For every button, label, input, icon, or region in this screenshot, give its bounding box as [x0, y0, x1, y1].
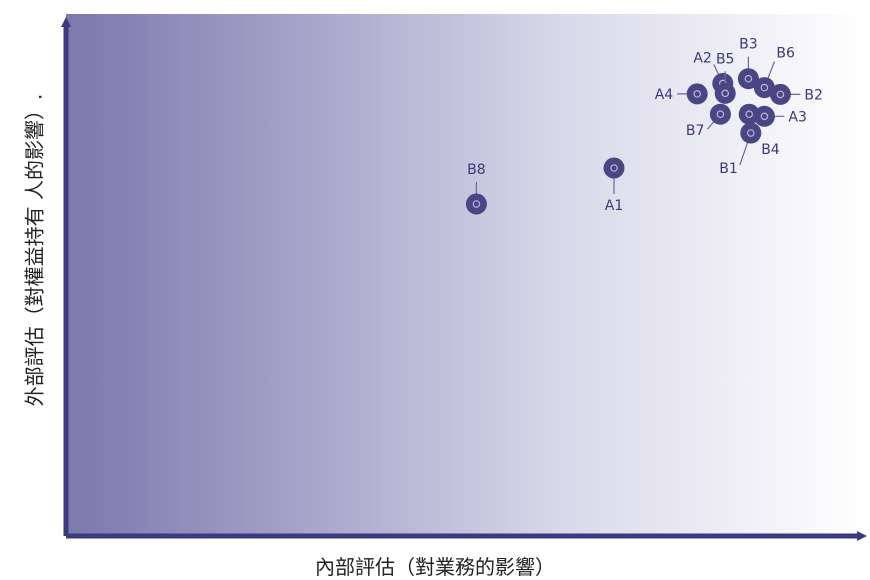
- point-marker: [686, 83, 708, 105]
- point-marker: [709, 103, 731, 125]
- point-marker: [714, 82, 736, 104]
- point-center-ring: [760, 112, 769, 121]
- data-point-b5: B5: [714, 51, 736, 104]
- point-label: B5: [716, 51, 735, 67]
- point-label: A4: [655, 87, 674, 103]
- point-marker: [740, 122, 762, 144]
- point-label: B1: [719, 161, 738, 177]
- point-marker: [465, 193, 487, 215]
- x-axis-title: 內部評估（對業務的影響）: [315, 555, 555, 579]
- data-point-a1: A1: [603, 157, 625, 214]
- point-center-ring: [610, 164, 618, 172]
- point-marker: [769, 83, 791, 105]
- point-marker: [737, 68, 759, 90]
- y-axis-title: 外部評估（對權益持有 人的影響）.: [22, 93, 47, 407]
- point-center-ring: [776, 90, 785, 99]
- points-layer: A1 B8 A4 A2 B5 B7 B3 B6 B2 A3 B4 B1: [465, 37, 823, 215]
- point-center-ring: [760, 83, 769, 92]
- point-center-ring: [721, 89, 730, 98]
- data-point-b8: B8: [465, 162, 487, 215]
- point-center-ring: [745, 110, 754, 119]
- point-marker: [738, 103, 760, 125]
- point-label: B3: [739, 37, 758, 53]
- point-center-ring: [746, 129, 755, 137]
- data-point-b6: B6: [753, 46, 795, 99]
- point-marker: [603, 157, 625, 179]
- point-label: A2: [693, 50, 711, 66]
- point-label: B8: [467, 162, 486, 178]
- point-label: A3: [788, 109, 806, 125]
- point-label: B2: [804, 87, 823, 103]
- point-label: A1: [605, 198, 623, 214]
- point-marker: [753, 77, 775, 99]
- point-center-ring: [716, 110, 725, 119]
- point-center-ring: [472, 200, 481, 208]
- data-point-b1: B1: [719, 122, 762, 177]
- point-label: B4: [761, 142, 780, 158]
- point-center-ring: [744, 74, 753, 83]
- data-point-b2: B2: [769, 83, 823, 105]
- plot-background: [66, 14, 866, 536]
- data-point-b7: B7: [686, 103, 731, 139]
- data-point-a4: A4: [655, 83, 708, 105]
- point-label: B6: [776, 46, 795, 62]
- point-center-ring: [693, 90, 702, 98]
- data-point-b3: B3: [737, 37, 759, 90]
- point-label: B7: [686, 123, 705, 139]
